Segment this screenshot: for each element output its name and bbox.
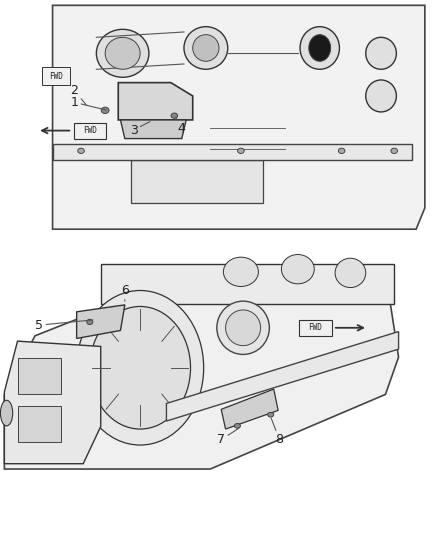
- Ellipse shape: [105, 37, 140, 69]
- Bar: [53, 144, 412, 160]
- Ellipse shape: [90, 306, 191, 429]
- FancyBboxPatch shape: [299, 320, 332, 336]
- Polygon shape: [120, 120, 186, 139]
- Ellipse shape: [96, 29, 149, 77]
- Ellipse shape: [237, 148, 244, 154]
- Bar: [18, 406, 61, 442]
- FancyBboxPatch shape: [74, 123, 106, 139]
- Ellipse shape: [234, 423, 240, 429]
- Ellipse shape: [223, 257, 258, 287]
- Ellipse shape: [193, 35, 219, 61]
- Ellipse shape: [87, 319, 93, 325]
- Ellipse shape: [101, 107, 109, 114]
- Polygon shape: [4, 266, 399, 469]
- Ellipse shape: [300, 27, 339, 69]
- Text: 1: 1: [71, 96, 106, 110]
- Bar: [18, 358, 61, 394]
- Bar: [131, 160, 263, 203]
- Text: FWD: FWD: [49, 72, 63, 80]
- Ellipse shape: [171, 113, 178, 118]
- Polygon shape: [77, 305, 125, 338]
- Ellipse shape: [335, 258, 366, 288]
- Polygon shape: [221, 389, 278, 429]
- Text: 5: 5: [35, 319, 93, 332]
- Polygon shape: [118, 83, 193, 120]
- Bar: [101, 264, 394, 304]
- Ellipse shape: [217, 301, 269, 354]
- Polygon shape: [4, 341, 101, 464]
- Text: 7: 7: [217, 428, 239, 446]
- Text: 3: 3: [130, 122, 150, 136]
- Text: FWD: FWD: [83, 126, 97, 135]
- Text: 6: 6: [121, 284, 129, 301]
- Ellipse shape: [366, 37, 396, 69]
- Ellipse shape: [0, 400, 13, 426]
- Ellipse shape: [78, 148, 84, 154]
- Ellipse shape: [366, 80, 396, 112]
- Ellipse shape: [184, 27, 228, 69]
- Text: FWD: FWD: [308, 324, 322, 332]
- Text: 8: 8: [271, 418, 283, 446]
- Ellipse shape: [309, 35, 331, 61]
- Ellipse shape: [338, 148, 345, 154]
- Text: 2: 2: [71, 84, 87, 106]
- Text: 4: 4: [176, 117, 186, 135]
- Ellipse shape: [281, 255, 314, 284]
- Ellipse shape: [226, 310, 261, 345]
- Ellipse shape: [77, 290, 204, 445]
- Ellipse shape: [268, 413, 274, 417]
- FancyBboxPatch shape: [42, 67, 70, 85]
- Ellipse shape: [391, 148, 398, 154]
- Polygon shape: [53, 5, 425, 229]
- Polygon shape: [166, 332, 399, 421]
